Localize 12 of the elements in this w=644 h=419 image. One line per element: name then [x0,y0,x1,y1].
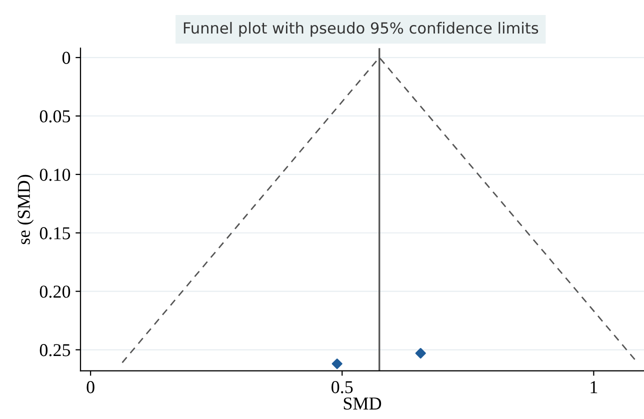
x-axis-title: SMD [344,397,382,410]
x-tick-label: 0 [86,381,94,394]
x-tick-label: 1 [590,381,598,394]
chart-title: Funnel plot with pseudo 95% confidence limits [184,22,538,37]
y-tick-label: 0.25 [40,344,70,356]
y-axis-title: se (SMD) [17,174,34,244]
y-tick-label: 0 [62,52,70,64]
y-tick-label: 0.05 [40,110,70,123]
y-tick-label: 0.15 [40,227,70,240]
x-tick-label: 0.5 [332,381,353,394]
y-tick-label: 0.20 [40,286,70,298]
y-tick-label: 0.10 [40,168,70,181]
